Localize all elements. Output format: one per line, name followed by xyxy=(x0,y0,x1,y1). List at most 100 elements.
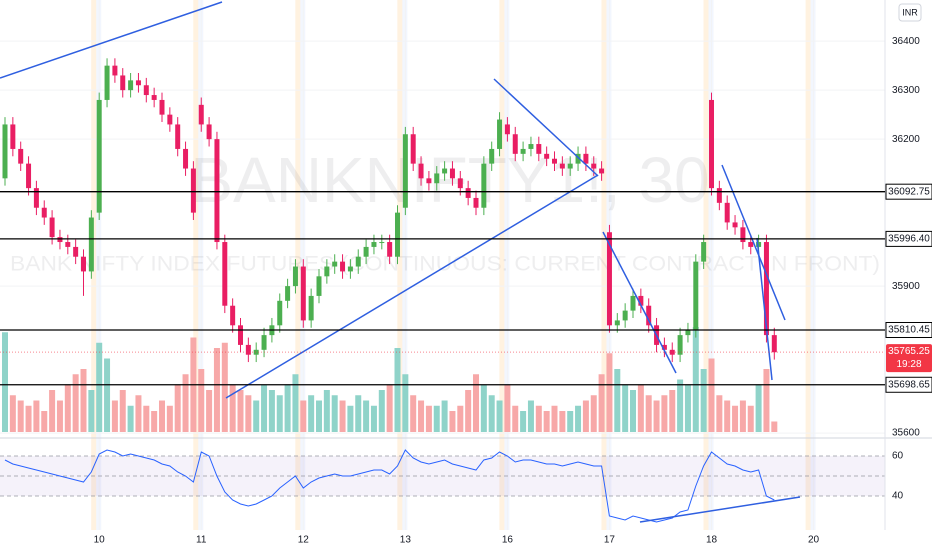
candle-body xyxy=(253,349,259,355)
volume-bar xyxy=(567,411,574,432)
session-stripe xyxy=(805,0,811,530)
x-tick-label: 13 xyxy=(400,535,412,546)
volume-bar xyxy=(410,395,417,432)
candle-body xyxy=(622,310,628,321)
candle-body xyxy=(426,178,432,184)
candle-body xyxy=(748,242,754,247)
trend-line xyxy=(0,1,223,79)
candle-body xyxy=(575,153,581,164)
candle-body xyxy=(677,335,683,355)
candle-body xyxy=(520,148,526,154)
candle-body xyxy=(104,65,110,100)
candle-body xyxy=(771,335,777,353)
plot xyxy=(2,58,778,523)
volume-bar xyxy=(159,400,165,432)
candle-body xyxy=(214,139,220,243)
candle-body xyxy=(614,320,620,326)
x-tick-label: 11 xyxy=(196,535,207,546)
y-tick-label: 36200 xyxy=(892,134,920,145)
volume-bar xyxy=(339,400,346,432)
volume-bar xyxy=(363,400,370,432)
currency-button[interactable] xyxy=(898,3,922,22)
candle-body xyxy=(332,261,338,267)
x-tick-label: 16 xyxy=(502,535,514,546)
volume-bar xyxy=(457,405,464,432)
trend-lines xyxy=(0,1,801,523)
volume-bar xyxy=(316,400,322,432)
rsi-tick-label: 60 xyxy=(892,451,904,462)
volume-bar xyxy=(245,395,252,432)
candle-body xyxy=(245,344,251,355)
volume-bar xyxy=(449,411,456,432)
volume-bar xyxy=(135,395,142,432)
volume-bar xyxy=(433,405,440,432)
candle-body xyxy=(65,242,71,247)
candle-body xyxy=(756,242,762,247)
candle-body xyxy=(33,188,39,208)
volume-bar xyxy=(520,411,527,432)
volume-bar xyxy=(480,384,487,432)
volume-bar xyxy=(253,400,260,432)
rsi-line xyxy=(4,449,775,523)
volume-bar xyxy=(370,405,377,432)
volume-bar xyxy=(684,384,691,432)
volume-bar xyxy=(72,374,79,432)
candle-body xyxy=(340,261,346,272)
candle-body xyxy=(473,197,479,208)
volume-bar xyxy=(724,400,731,432)
volume-bar xyxy=(88,390,95,432)
volume-bar xyxy=(182,374,189,432)
session-stripe xyxy=(499,0,505,530)
volume-bar xyxy=(425,405,432,432)
volume-bar xyxy=(747,405,754,432)
volume-bar xyxy=(229,384,236,432)
candle-body xyxy=(567,163,573,169)
x-tick-label: 10 xyxy=(94,535,106,546)
candle-body xyxy=(387,242,393,257)
volume-bar xyxy=(739,400,746,432)
x-tick-label: 20 xyxy=(808,535,820,546)
candle-body xyxy=(355,256,361,267)
countdown-label: 19:28 xyxy=(896,359,921,370)
volume-bar xyxy=(473,374,479,432)
candle-body xyxy=(206,124,212,140)
candle-body xyxy=(481,163,487,208)
volume-bar xyxy=(41,411,48,432)
volume-bar xyxy=(261,384,268,432)
candle-body xyxy=(442,168,448,174)
candle-body xyxy=(449,168,455,179)
candle-body xyxy=(685,330,691,336)
volume-bar xyxy=(9,395,16,432)
volume-bar xyxy=(166,405,173,432)
volume-bar xyxy=(661,395,668,432)
candle-body xyxy=(159,99,165,115)
volume-bar xyxy=(213,348,220,432)
session-stripe xyxy=(601,0,607,530)
candle-body xyxy=(418,163,424,179)
volume-bar xyxy=(598,374,605,432)
candle-body xyxy=(120,75,126,91)
level-label-box xyxy=(885,183,932,200)
volume-bar xyxy=(104,358,111,432)
candle-body xyxy=(724,202,730,223)
volume-bar xyxy=(119,390,126,432)
volume-bar xyxy=(504,384,511,432)
candle-body xyxy=(112,65,118,76)
candle-body xyxy=(347,266,353,272)
candle-body xyxy=(740,227,746,243)
trend-line xyxy=(602,231,677,374)
volume-bar xyxy=(535,405,542,432)
trend-line xyxy=(721,164,786,321)
candle-body xyxy=(96,99,102,213)
currency-label[interactable]: INR xyxy=(902,7,918,17)
volume-bar xyxy=(378,390,385,432)
x-tick-label: 17 xyxy=(604,535,616,546)
volume-bar xyxy=(268,390,275,432)
candle-body xyxy=(88,217,94,272)
candle-body xyxy=(693,261,699,331)
y-tick-label: 35900 xyxy=(892,281,920,292)
candle-body xyxy=(638,295,644,306)
x-tick-label: 12 xyxy=(298,535,310,546)
candle-body xyxy=(732,222,738,228)
